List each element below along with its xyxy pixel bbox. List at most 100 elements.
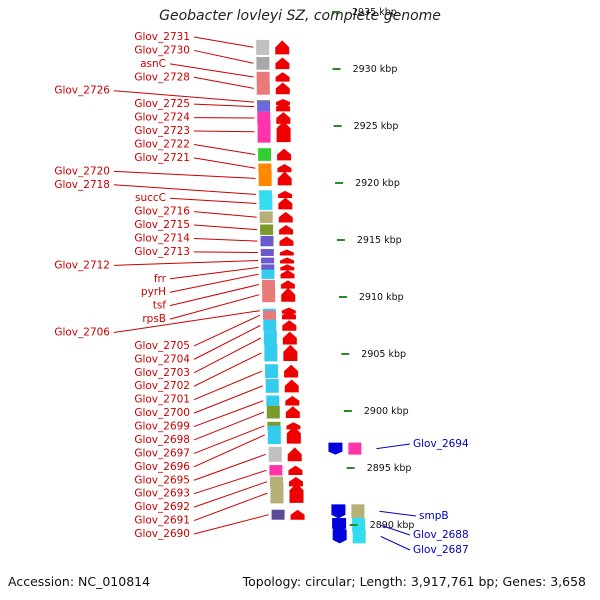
leader-rpsb [169,294,260,320]
gene-label-tsf: tsf [153,300,167,312]
gene-label-rpsb: rpsB [142,313,166,325]
tick-label-2895: 2895 kbp [367,463,412,474]
leader-glov_2716 [193,211,257,218]
leader-glov_2704 [193,325,261,360]
leader-glov_2723 [193,130,255,133]
gene-block-glov_2695 [268,446,282,462]
leader-glov_2692 [193,481,268,508]
gene-block-glov_2722 [258,148,272,161]
gene-block-tsf [261,279,275,290]
gene-label-glov_2692: Glov_2692 [134,501,190,513]
gene-block-glov_2700 [265,379,279,393]
leader-smpb [379,510,417,517]
tick-label-2900: 2900 kbp [364,406,409,417]
left-gene-blocks [256,39,285,520]
gene-label-glov_2688: Glov_2688 [413,529,469,541]
gene-arrows [275,40,305,520]
gene-arrow-glov_2698 [285,406,300,418]
gene-block-glov_2712 [261,257,275,264]
leader-glov_2726 [113,90,255,103]
gene-arrow-glov_2721 [277,164,292,173]
scale-ticks: 2935 kbp 2930 kbp 2925 kbp 2920 kbp 2915 kbp… [332,7,414,531]
gene-label-glov_2698: Glov_2698 [134,434,190,446]
gene-arrow-glov_2706 [281,307,296,314]
leader-glov_2728 [193,76,254,89]
label-leader-lines [113,36,417,551]
gene-block-glov_2721 [258,163,272,173]
gene-arrow-glov_2704 [282,320,297,331]
gene-arrow-glov_2713 [279,249,294,256]
gene-arrow-glov_2702 [283,344,298,361]
tick-label-2905: 2905 kbp [361,349,406,360]
leader-glov_2713 [193,251,258,253]
gene-label-glov_2720: Glov_2720 [54,165,110,177]
gene-arrow-glov_2690 [290,509,305,520]
gene-label-glov_2728: Glov_2728 [134,71,190,83]
leader-glov_2698 [193,411,264,441]
gene-label-glov_2706: Glov_2706 [54,327,110,339]
accession-label: Accession: NC_010814 [8,574,151,589]
leader-glov_2697 [193,425,265,454]
tick-label-2915: 2915 kbp [357,235,402,246]
leader-glov_2731 [193,36,254,48]
gene-arrow-glov_2693 [288,465,303,475]
right-gene-block-glov_2687 [352,529,366,544]
gene-arrow-glov_2728 [275,82,290,95]
gene-label-glov_2697: Glov_2697 [134,447,190,459]
gene-arrow-glov_2725 [276,101,291,112]
gene-block-glov_2725 [257,101,271,112]
gene-arrow-glov_2718 [278,190,293,198]
gene-label-glov_2731: Glov_2731 [134,31,190,43]
gene-label-glov_2701: Glov_2701 [134,394,190,406]
gene-block-glov_2728 [256,82,270,95]
leader-glov_2701 [193,370,263,401]
gene-label-glov_2687: Glov_2687 [413,544,469,556]
gene-arrow-glov_2712 [280,257,295,264]
leader-glov_2699 [193,400,264,428]
gene-block-glov_2714 [260,235,274,247]
gene-arrow-glov_2720 [277,171,292,186]
gene-label-glov_2700: Glov_2700 [134,407,190,419]
gene-label-glov_2722: Glov_2722 [134,138,190,150]
leader-glov_2706 [113,310,260,334]
gene-label-glov_2702: Glov_2702 [134,380,190,392]
gene-label-glov_2726: Glov_2726 [54,85,110,97]
leader-glov_2702 [193,352,262,387]
gene-block-glov_2716 [259,211,273,223]
gene-label-glov_2695: Glov_2695 [134,474,190,486]
gene-label-glov_2724: Glov_2724 [134,112,190,124]
gene-arrow-glov_2703 [282,331,297,345]
gene-label-glov_2703: Glov_2703 [134,367,190,379]
genome-title: Geobacter lovleyi SZ, complete genome [159,8,441,24]
leader-glov_2690 [193,514,269,535]
genome-summary: Topology: circular; Length: 3,917,761 bp… [242,574,586,589]
gene-block-glov_2691 [270,482,284,504]
leader-glov_2730 [193,49,254,64]
leader-glov_2693 [193,469,267,495]
gene-block-glov_2703 [263,331,277,345]
leader-glov_2715 [193,224,258,231]
gene-label-glov_2725: Glov_2725 [134,98,190,110]
gene-arrow-glov_2696 [286,426,301,444]
gene-arrow-glov_2692 [288,476,303,487]
gene-label-glov_2690: Glov_2690 [134,528,190,540]
gene-arrow-glov_2699 [285,396,300,406]
gene-block-glov_2715 [260,224,274,235]
gene-label-glov_2723: Glov_2723 [134,125,190,137]
gene-label-pyrh: pyrH [141,286,166,298]
gene-arrow-succc [278,197,293,210]
gene-block-asnc [256,71,270,83]
leader-frr [169,266,259,280]
leader-glov_2687 [380,535,411,551]
gene-label-glov_2713: Glov_2713 [134,246,190,258]
leader-glov_2696 [193,434,266,468]
right-gene-arrow-glov_2687 [332,529,347,544]
gene-label-frr: frr [154,273,167,285]
gene-arrow-glov_2715 [279,225,294,235]
gene-block-rpsb [262,287,276,303]
gene-label-glov_2691: Glov_2691 [134,515,190,527]
gene-block-glov_2701 [265,364,279,378]
gene-block-glov_2704 [263,319,277,332]
gene-label-glov_2715: Glov_2715 [134,219,190,231]
